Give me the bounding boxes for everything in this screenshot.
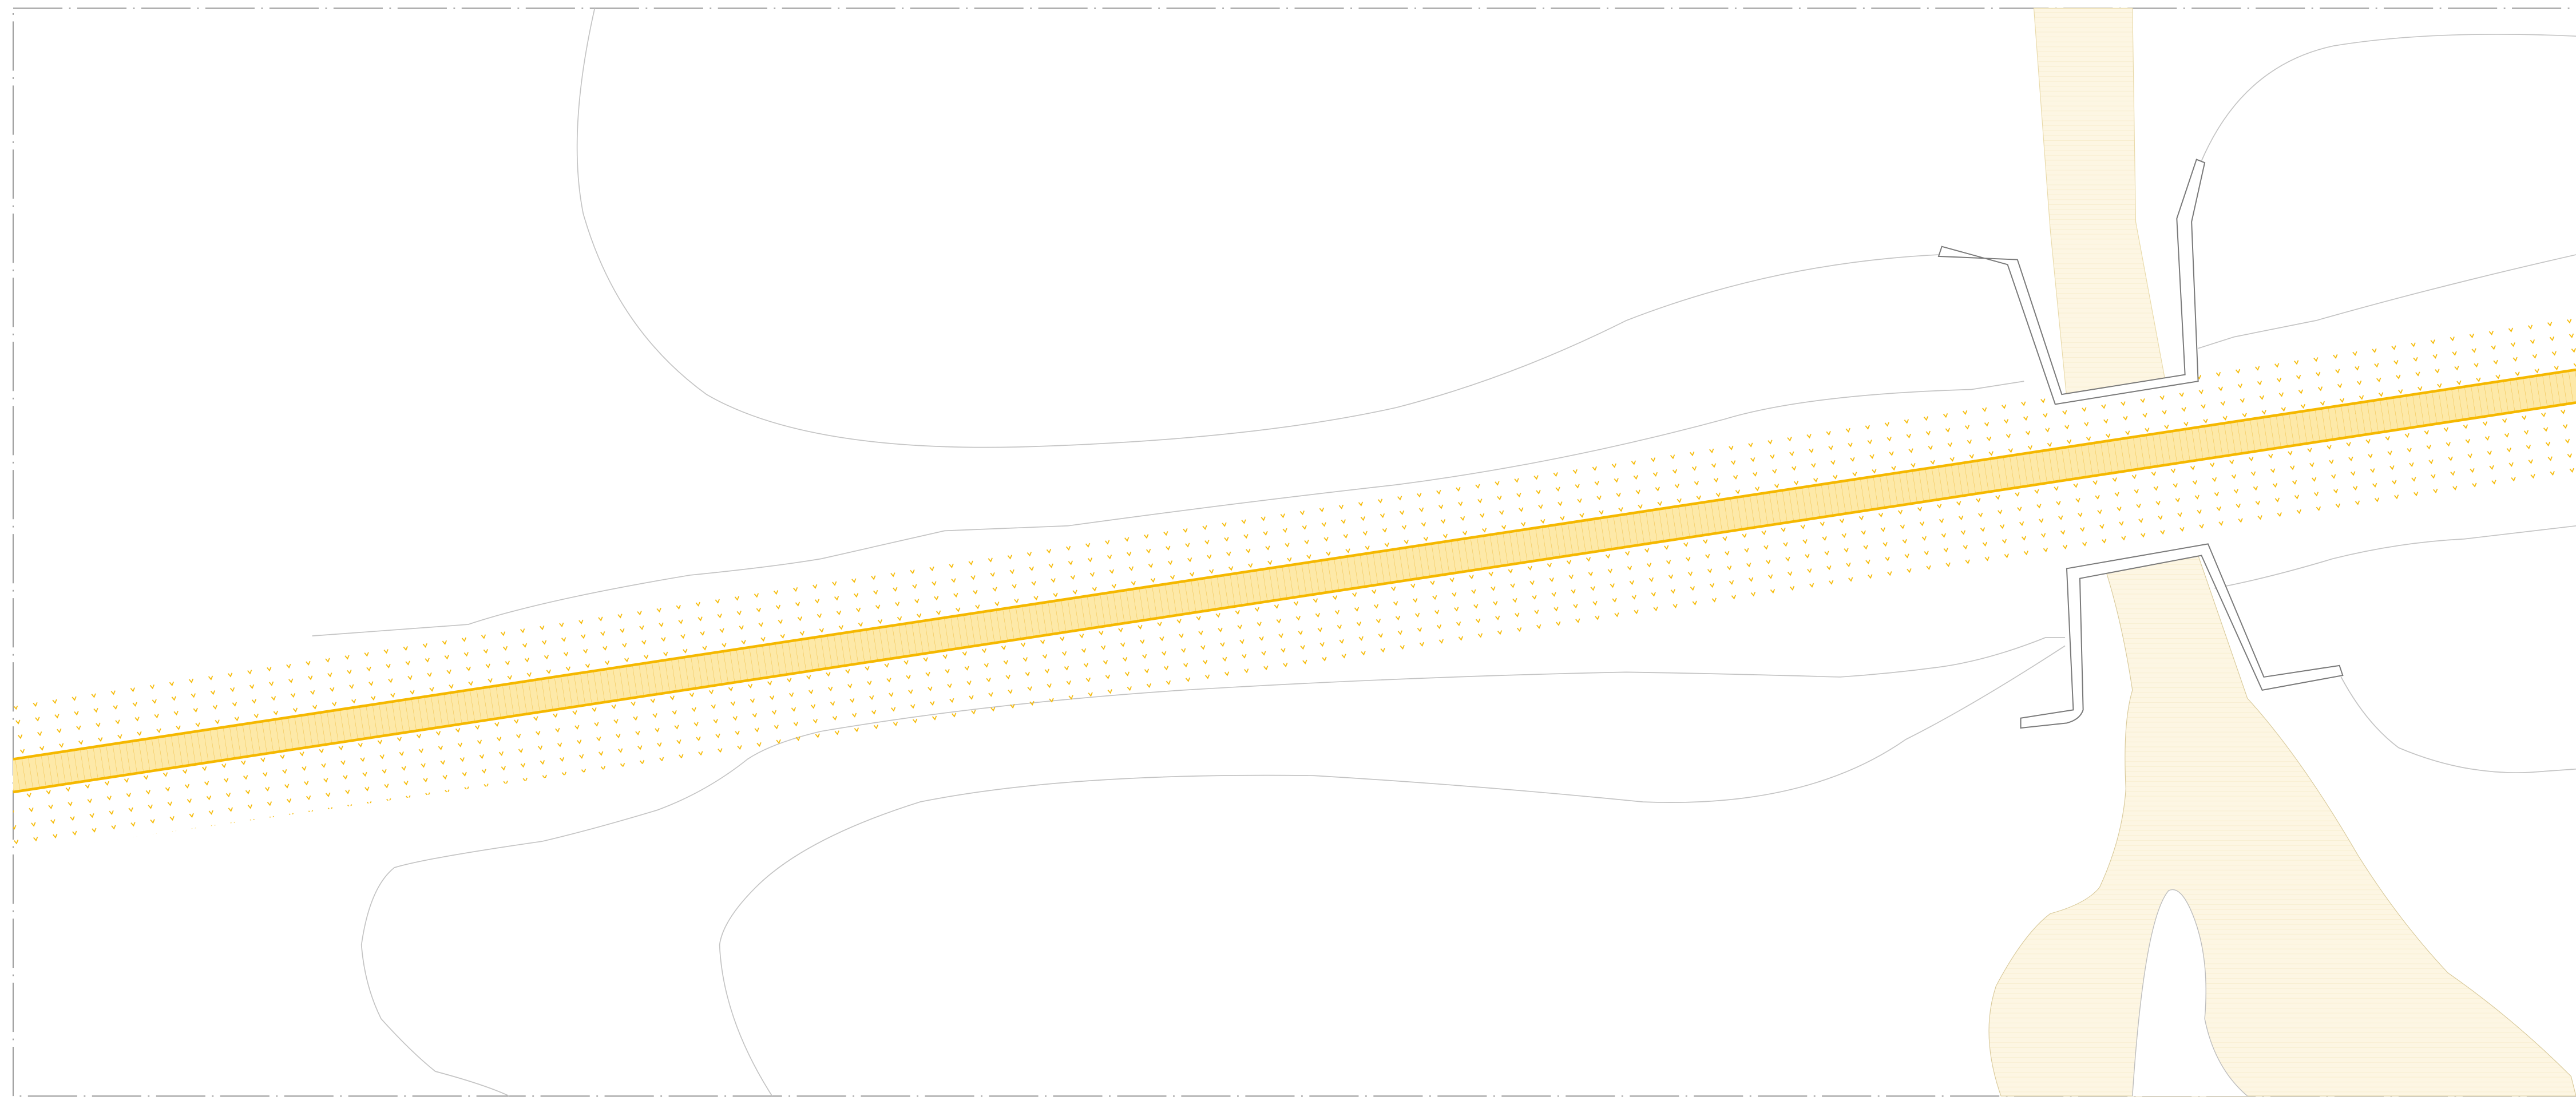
road-band <box>13 370 2576 792</box>
island <box>2132 889 2248 1097</box>
road-edge-bottom <box>13 401 2576 794</box>
frame-border <box>12 7 2576 1097</box>
sand-area-top <box>2033 7 2166 398</box>
sand-area-bottom <box>1988 555 2576 1097</box>
bridge-walls <box>1937 159 2344 729</box>
road-edge-top <box>13 368 2576 761</box>
